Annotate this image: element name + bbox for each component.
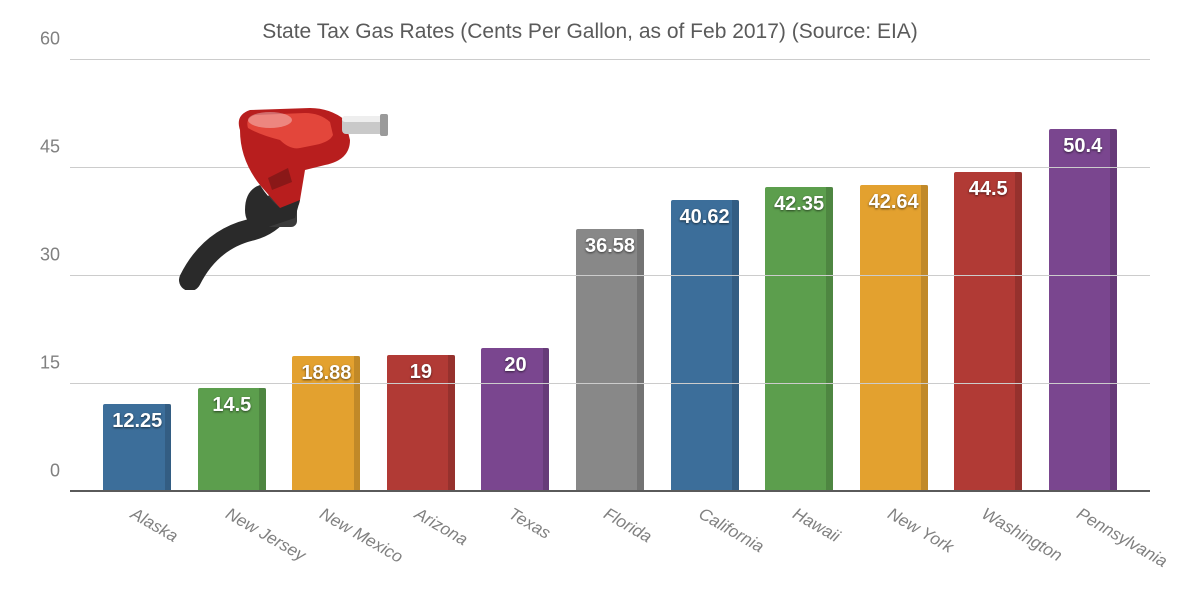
bar-value-label: 19 [387,361,455,384]
bar-slot: 42.64 [846,60,941,492]
bar: 14.5 [198,388,266,492]
x-axis-category-label: Hawaii [789,504,843,547]
bar-3d-edge [637,229,644,492]
x-label-slot: Arizona [374,492,469,597]
y-axis-tick-label: 30 [20,245,60,266]
bar-value-label: 20 [481,354,549,377]
x-label-slot: Florida [563,492,658,597]
x-label-slot: New Mexico [279,492,374,597]
x-label-slot: Alaska [90,492,185,597]
gridline [70,383,1150,384]
bar-slot: 18.88 [279,60,374,492]
bar-3d-edge [921,185,928,492]
bar: 20 [481,348,549,492]
x-axis-labels: AlaskaNew JerseyNew Mexico Arizona Texas Fl… [70,492,1150,597]
bar-value-label: 12.25 [103,410,171,433]
bar-value-label: 36.58 [576,235,644,258]
x-label-slot: New Jersey [185,492,280,597]
bars-row: 12.25 14.5 18.88 19 20 36.58 40.62 42.35 42.64 44… [70,60,1150,492]
plot-area: 12.25 14.5 18.88 19 20 36.58 40.62 42.35 42.64 44… [70,60,1150,492]
x-axis-category-label: Texas [505,504,554,544]
bar-slot: 14.5 [185,60,280,492]
bar-value-label: 42.35 [765,193,833,216]
y-axis-tick-label: 0 [20,461,60,482]
bar: 40.62 [671,200,739,492]
x-axis-category-label: Alaska [127,504,181,547]
bar: 42.35 [765,187,833,492]
bar-value-label: 42.64 [860,191,928,214]
bar-slot: 44.5 [941,60,1036,492]
bar-value-label: 44.5 [954,178,1022,201]
bar-3d-edge [732,200,739,492]
bar-slot: 50.4 [1035,60,1130,492]
bar: 18.88 [292,356,360,492]
y-axis-tick-label: 45 [20,137,60,158]
bar: 42.64 [860,185,928,492]
x-axis-category-label: Arizona [411,504,471,550]
x-label-slot: New York [846,492,941,597]
bar-slot: 40.62 [657,60,752,492]
x-label-slot: Washington [941,492,1036,597]
gridline [70,275,1150,276]
x-label-slot: Texas [468,492,563,597]
bar-value-label: 14.5 [198,394,266,417]
bar-slot: 42.35 [752,60,847,492]
x-label-slot: California [657,492,752,597]
bar: 36.58 [576,229,644,492]
gridline [70,167,1150,168]
x-axis-category-label: Pennsylvania [1073,504,1171,572]
bar-slot: 12.25 [90,60,185,492]
chart-container: State Tax Gas Rates (Cents Per Gallon, a… [0,0,1180,597]
bar: 12.25 [103,404,171,492]
x-axis-category-label: Florida [600,504,655,547]
bar: 44.5 [954,172,1022,492]
bar: 19 [387,355,455,492]
bar-slot: 19 [374,60,469,492]
gridline [70,59,1150,60]
chart-title: State Tax Gas Rates (Cents Per Gallon, a… [0,20,1180,44]
bar-3d-edge [826,187,833,492]
bar-value-label: 18.88 [292,362,360,385]
bar-value-label: 50.4 [1049,135,1117,158]
y-axis-tick-label: 15 [20,353,60,374]
x-label-slot: Pennsylvania [1035,492,1130,597]
bar-slot: 20 [468,60,563,492]
bar-slot: 36.58 [563,60,658,492]
bar-value-label: 40.62 [671,206,739,229]
bar-3d-edge [1015,172,1022,492]
bar: 50.4 [1049,129,1117,492]
x-label-slot: Hawaii [752,492,847,597]
y-axis-tick-label: 60 [20,29,60,50]
bar-3d-edge [1110,129,1117,492]
